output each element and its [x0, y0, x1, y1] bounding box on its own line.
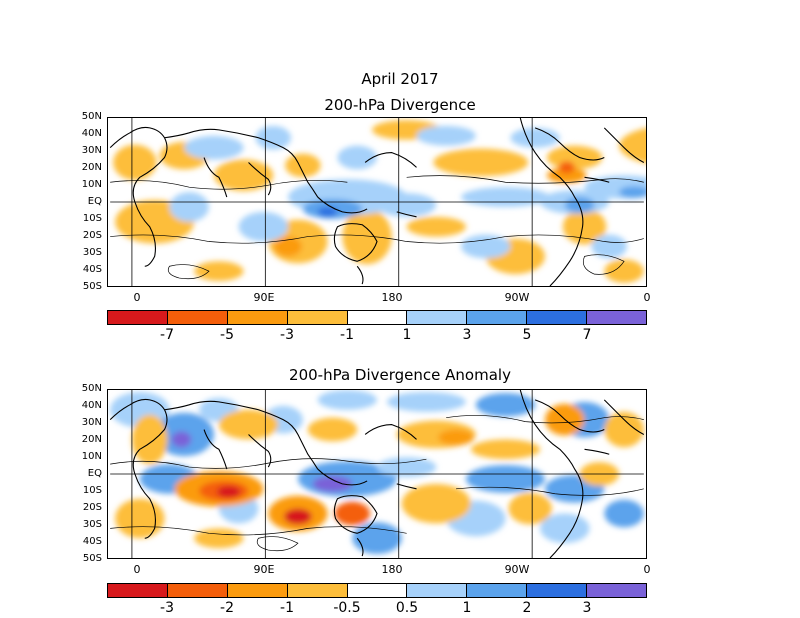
lat-label: 40S — [82, 264, 102, 275]
colorbar-label: 3 — [582, 600, 592, 616]
lat-label: 50N — [81, 111, 102, 122]
lat-label: 40N — [81, 400, 102, 411]
colorbar-label: 1 — [462, 600, 472, 616]
colorbar-label: -1 — [280, 600, 294, 616]
colorbar-swatch — [108, 311, 168, 324]
lat-label: 40N — [81, 128, 102, 139]
colorbar-swatch — [108, 584, 168, 597]
colorbar-swatch — [587, 311, 647, 324]
colorbar-label: 2 — [522, 600, 532, 616]
colorbar-swatch — [407, 311, 468, 324]
lon-label: 90W — [504, 291, 530, 304]
colorbar-label: 0.5 — [395, 600, 419, 616]
lon-label: 0 — [133, 563, 141, 576]
zero-contours — [110, 175, 644, 280]
colorbar-swatch — [407, 584, 468, 597]
colorbar-label: -7 — [160, 327, 174, 343]
lat-label: 50N — [81, 383, 102, 394]
colorbar-label: -0.5 — [333, 600, 361, 616]
colorbar-swatch — [287, 311, 348, 324]
colorbar-swatch — [527, 584, 588, 597]
lat-label: 10S — [82, 213, 102, 224]
colorbar-swatch — [167, 584, 228, 597]
colorbar-swatch — [467, 311, 528, 324]
lon-label: 180 — [381, 291, 403, 304]
colorbar-label: -3 — [280, 327, 294, 343]
colorbar-label: 1 — [402, 327, 412, 343]
lat-label: 20S — [82, 502, 102, 513]
colorbar-label: -3 — [160, 600, 174, 616]
lat-label: 20N — [81, 162, 102, 173]
panel-2-title: 200-hPa Divergence Anomaly — [289, 366, 511, 384]
colorbar-label: 7 — [582, 327, 592, 343]
colorbar-label: 5 — [522, 327, 532, 343]
lat-label: 30N — [81, 417, 102, 428]
colorbar-label: -5 — [220, 327, 234, 343]
colorbar-swatch — [227, 311, 288, 324]
lat-label: 10S — [82, 485, 102, 496]
colorbar-swatch — [227, 584, 288, 597]
colorbar-label: -2 — [220, 600, 234, 616]
lat-label: 10N — [81, 179, 102, 190]
lat-label: 30S — [82, 519, 102, 530]
lat-label: 50S — [82, 553, 102, 564]
colorbar-swatch — [467, 584, 528, 597]
graticule — [110, 390, 644, 558]
divergence-anomaly-map — [107, 389, 647, 559]
colorbar-label: -1 — [340, 327, 354, 343]
anomaly-field — [110, 390, 644, 555]
colorbar-label: 3 — [462, 327, 472, 343]
colorbar-swatch — [287, 584, 348, 597]
lat-label: 30S — [82, 247, 102, 258]
zero-contours — [110, 415, 644, 552]
lat-label: 50S — [82, 281, 102, 292]
lon-label: 0 — [643, 563, 651, 576]
graticule — [110, 118, 644, 286]
lat-label: 10N — [81, 451, 102, 462]
colorbar-swatch — [527, 311, 588, 324]
colorbar-swatch — [587, 584, 647, 597]
divergence-map — [107, 117, 647, 287]
panel-1-colorbar — [107, 310, 647, 325]
lat-label: 20S — [82, 230, 102, 241]
lat-label: 20N — [81, 434, 102, 445]
colorbar-swatch — [167, 311, 228, 324]
figure-title: April 2017 — [361, 70, 439, 88]
lat-label: 30N — [81, 145, 102, 156]
lon-label: 0 — [643, 291, 651, 304]
lon-label: 90W — [504, 563, 530, 576]
coastlines — [109, 390, 645, 558]
coastlines — [109, 118, 645, 286]
lat-label: EQ — [87, 468, 102, 479]
colorbar-swatch — [347, 311, 408, 324]
lon-label: 90E — [253, 563, 275, 576]
panel-1-title: 200-hPa Divergence — [324, 96, 476, 114]
lat-label: EQ — [87, 196, 102, 207]
lon-label: 0 — [133, 291, 141, 304]
lon-label: 90E — [253, 291, 275, 304]
lon-label: 180 — [381, 563, 403, 576]
panel-2-colorbar — [107, 583, 647, 598]
divergence-field — [113, 119, 646, 284]
colorbar-swatch — [347, 584, 408, 597]
lat-label: 40S — [82, 536, 102, 547]
